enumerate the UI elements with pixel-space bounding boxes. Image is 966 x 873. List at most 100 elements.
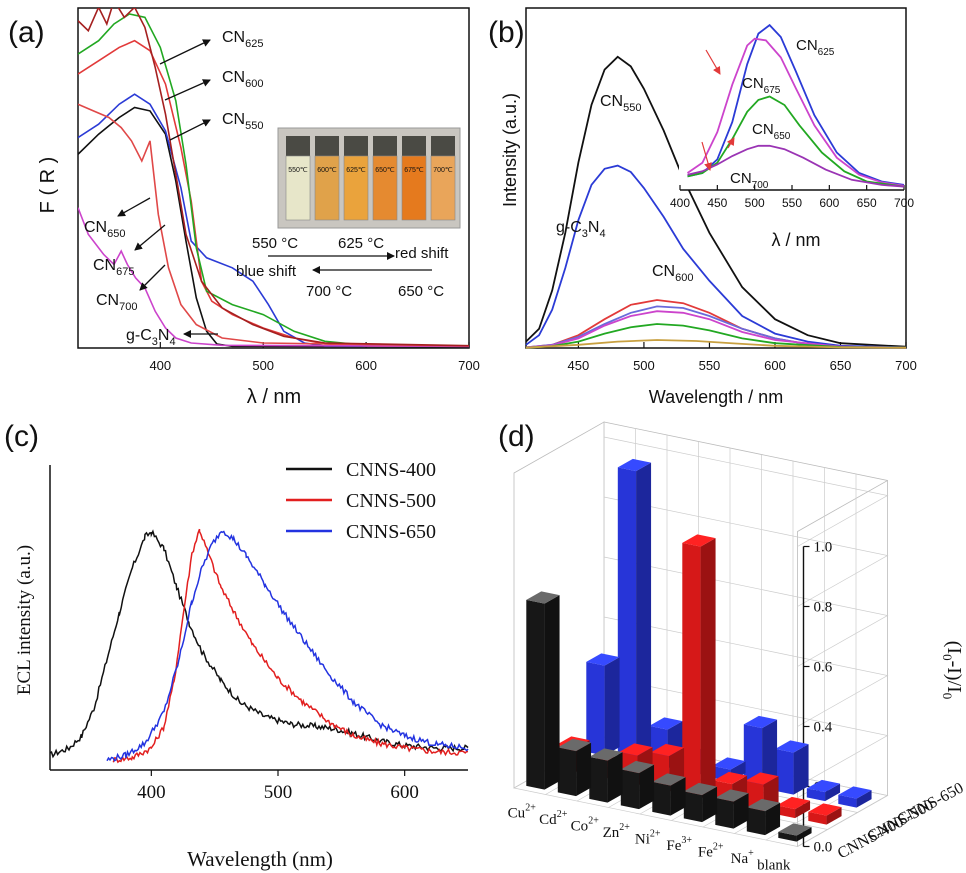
category-label: Cd2+ — [539, 809, 568, 828]
pointer-line — [159, 39, 211, 65]
bar-CNNS-400-Zn2+ — [620, 760, 655, 810]
grid-line — [603, 496, 889, 607]
series-line-g-C3N4 — [78, 106, 469, 348]
x-tick-label-c: 500 — [264, 782, 293, 803]
label-cn550: CN550 — [222, 111, 263, 132]
inset-x-tick-label: 650 — [857, 196, 877, 210]
series-line-CNNS-400 — [49, 529, 469, 759]
panel-d: (d) 0.00.20.40.60.81.0 Cu2+Cd2+Co2+Zn2+N… — [484, 410, 966, 873]
z-tick-label: 0.6 — [814, 660, 833, 676]
vial-temp-label: 600℃ — [317, 167, 337, 174]
label-cn700: CN700 — [96, 292, 137, 313]
vial-body — [401, 155, 427, 221]
vial-photo-inset: 550℃ 600℃ 625℃ 650℃ 675℃ 700℃ — [277, 127, 461, 229]
pointer-line — [134, 224, 166, 251]
vial-temp-label: 625℃ — [346, 167, 366, 174]
label-cn600: CN600 — [222, 69, 263, 90]
bar-CNNS-650-Fe2+ — [775, 740, 809, 795]
vial-cap — [315, 136, 339, 156]
label-b-cn600: CN600 — [652, 263, 693, 284]
vial-body — [372, 155, 398, 221]
plot-frame-b — [525, 7, 907, 349]
bar-CNNS-650-blank — [838, 786, 872, 808]
z-tick-label: 0.4 — [814, 720, 833, 736]
temp-700: 700 °C — [306, 283, 352, 300]
bar-CNNS-400-Ni2+ — [652, 773, 686, 816]
category-label: blank — [757, 857, 791, 873]
panel-label-d: (d) — [498, 420, 535, 453]
vial-cap — [402, 136, 426, 156]
inset-x-tick-label: 500 — [745, 196, 765, 210]
x-tick-label-c: 400 — [137, 782, 166, 803]
red-indicator-arrow — [726, 137, 735, 149]
chart-c: (c) 400 500 600 ECL intensity (a.u.) Wavel… — [4, 420, 469, 871]
pointer-line — [164, 79, 211, 101]
vial-body — [343, 155, 369, 221]
series-line-g-C3N4 — [525, 164, 907, 349]
red-indicator-arrow — [705, 49, 721, 75]
z-tick-label: 0.0 — [814, 840, 833, 856]
inset-x-tick-label: 400 — [670, 196, 690, 210]
label-cn625: CN625 — [222, 29, 263, 50]
bar-CNNS-400-Cu2+ — [526, 591, 560, 790]
panel-label-a: (a) — [8, 16, 45, 49]
inset-annotations: CN625 CN675 CN650 CN700 — [730, 37, 835, 191]
label-cn675: CN675 — [93, 257, 134, 278]
plot-frame-a — [77, 7, 470, 349]
series-annotations-b: CN550 g-C3N4 CN600 — [556, 93, 693, 284]
category-label: Zn2+ — [603, 822, 631, 841]
temp-625: 625 °C — [338, 235, 384, 252]
panel-b: (b) 450 500 550 600 650 700 Intensity (a.u.) … — [484, 0, 966, 410]
category-label: Co2+ — [571, 815, 600, 834]
y-axis-label-c: ECL intensity (a.u.) — [14, 545, 35, 695]
temp-550: 550 °C — [252, 235, 298, 252]
panel-label-b: (b) — [488, 16, 525, 49]
series-line-CN550 — [78, 93, 469, 348]
temp-650: 650 °C — [398, 283, 444, 300]
legend-c: CNNS-400 CNNS-500 CNNS-650 — [286, 459, 436, 543]
chart-b: (b) 450 500 550 600 650 700 Intensity (a.u.) … — [488, 7, 917, 407]
x-tick-label-b: 550 — [699, 358, 721, 373]
panel-a: (a) 400 500 600 700 F ( R ) λ / nm 550℃ 600℃… — [0, 0, 480, 410]
pointer-line — [139, 264, 166, 291]
inset-series-CN650 — [687, 95, 905, 188]
floor-grid — [513, 787, 798, 847]
z-tick-label: 1.0 — [814, 540, 833, 556]
floor-grid — [797, 795, 888, 847]
z-axis-label-d: (I0-I)/I0 — [940, 641, 965, 700]
inset-b: 400 450 500 550 600 650 700 λ / nm CN625 CN675… — [670, 10, 914, 250]
series-annotations-a: CN625 CN600 CN550 CN650 CN675 CN700 g-C3… — [84, 29, 263, 348]
category-label: Fe3+ — [666, 835, 692, 854]
blue-shift-label: blue shift — [236, 263, 297, 280]
pointer-line — [169, 119, 211, 141]
series-line-CN650 — [525, 323, 907, 349]
bar-CNNS-650-Cd2+ — [617, 458, 652, 763]
series-line-CNNS-650 — [106, 530, 469, 762]
bar-CNNS-400-Cd2+ — [557, 738, 592, 797]
bar-CNNS-400-Fe2+ — [715, 789, 749, 829]
inset-x-tick-label: 450 — [707, 196, 727, 210]
x-tick-label-a: 700 — [458, 358, 480, 373]
shift-annotation: 550 °C 625 °C red shift blue shift 700 °… — [236, 235, 449, 300]
x-tick-label-b: 700 — [895, 358, 917, 373]
panel-label-c: (c) — [4, 420, 39, 453]
label-b-gcn: g-C3N4 — [556, 219, 606, 240]
vial-cap — [431, 136, 455, 156]
y-axis-label-a: F ( R ) — [37, 157, 59, 214]
category-label: Fe2+ — [698, 841, 724, 860]
vial-cap — [373, 136, 397, 156]
chart-a: (a) 400 500 600 700 F ( R ) λ / nm 550℃ 600℃… — [8, 7, 480, 408]
bar-CNNS-400-Co2+ — [589, 748, 623, 803]
chart-d: (d) 0.00.20.40.60.81.0 Cu2+Cd2+Co2+Zn2+N… — [498, 420, 966, 873]
category-label: Na+ — [731, 848, 755, 867]
series-line-CN550 — [525, 55, 907, 348]
bar-CNNS-400-Fe3+ — [683, 782, 718, 823]
inset-x-tick-label: 700 — [894, 196, 914, 210]
pointer-line — [117, 197, 151, 217]
x-tick-label-a: 400 — [149, 358, 171, 373]
vial-cap — [286, 136, 310, 156]
red-shift-label: red shift — [395, 245, 449, 262]
y-axis-label-b: Intensity (a.u.) — [500, 93, 520, 207]
inset-series-CN700 — [687, 144, 905, 188]
bar-CNNS-650-Na+ — [806, 779, 841, 802]
